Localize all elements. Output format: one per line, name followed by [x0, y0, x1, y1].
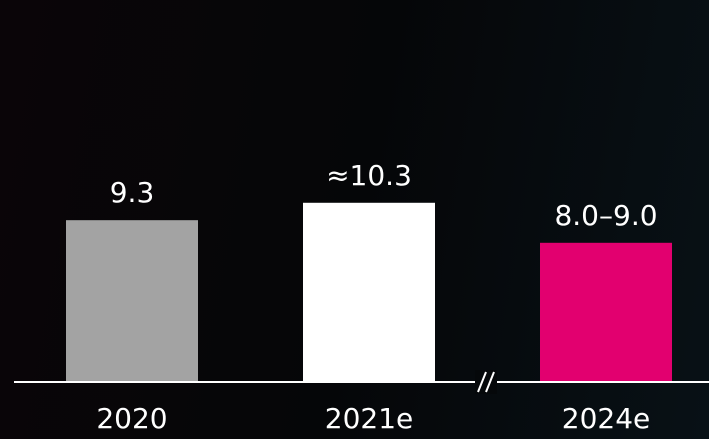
bar-2021e	[303, 202, 435, 382]
tick-label-2021e: 2021e	[325, 402, 413, 435]
value-label-2024e: 8.0–9.0	[554, 199, 657, 232]
value-label-2021e: ≈10.3	[326, 159, 412, 192]
bar-2020	[66, 220, 198, 382]
tick-label-2020: 2020	[96, 402, 167, 435]
axis-break-icon	[475, 370, 497, 394]
tick-label-2024e: 2024e	[562, 402, 650, 435]
tick-labels-group: 2020 2021e 2024e	[96, 402, 650, 435]
value-label-2020: 9.3	[110, 176, 155, 209]
value-labels-group: 9.3 ≈10.3 8.0–9.0	[110, 159, 658, 232]
bar-2024e	[540, 242, 672, 382]
bars-group	[66, 202, 672, 382]
